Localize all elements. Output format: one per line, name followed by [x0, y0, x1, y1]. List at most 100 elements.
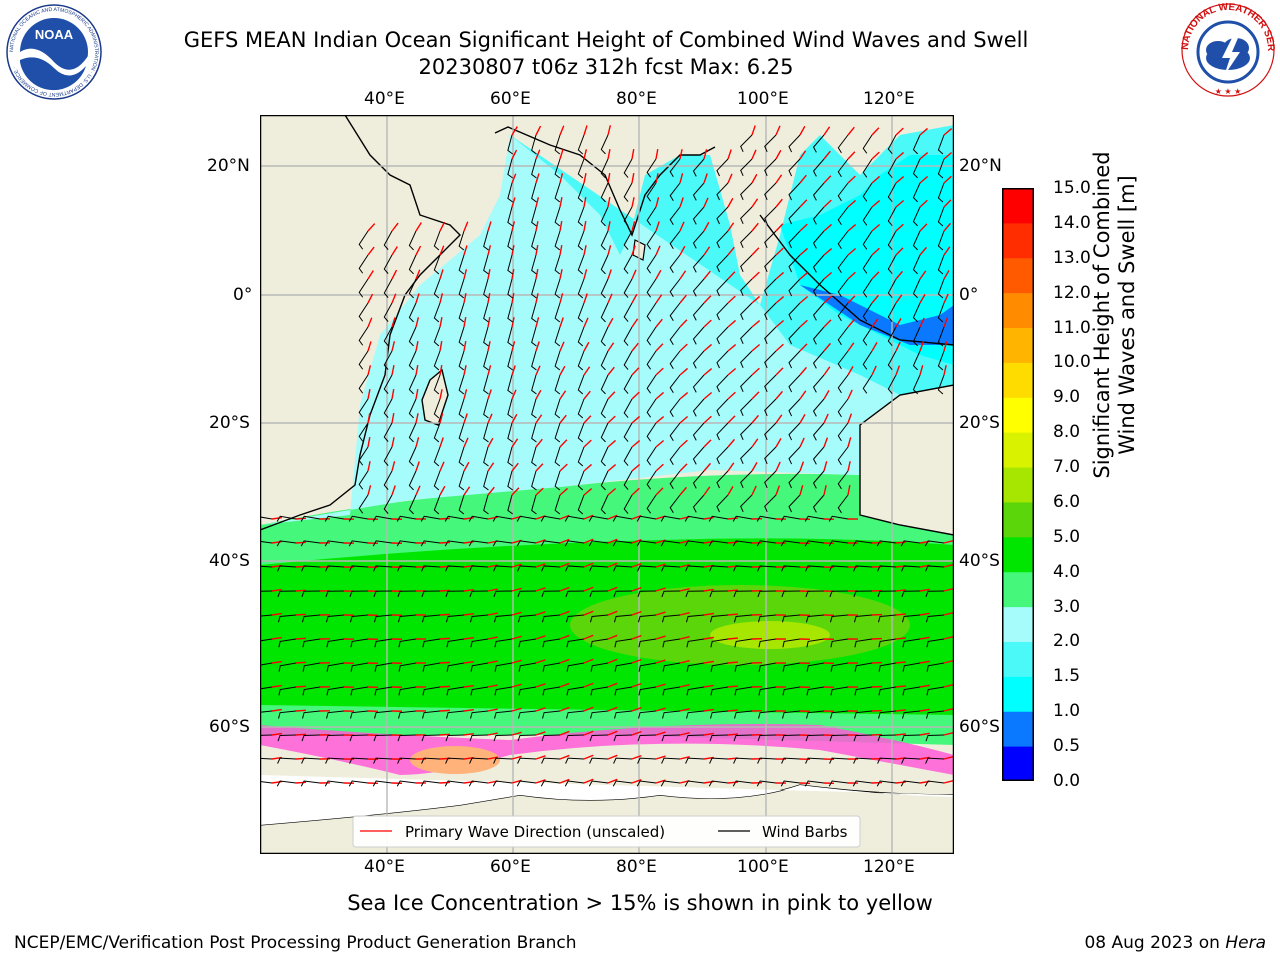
wind-barb [470, 662, 489, 672]
wind-barb [483, 422, 489, 443]
wave-arrow [511, 365, 516, 376]
wind-barb [623, 374, 633, 394]
wave-arrow [943, 731, 954, 736]
wave-arrow [391, 365, 395, 376]
wave-arrow [847, 175, 856, 184]
wind-barb [433, 230, 441, 251]
wave-arrow [607, 342, 615, 352]
wind-barb [613, 614, 633, 623]
wave-arrow [727, 222, 735, 232]
wind-barb [669, 158, 681, 178]
wave-arrow [943, 341, 948, 352]
wave-arrow [751, 391, 760, 400]
wave-arrow [847, 271, 856, 280]
wave-arrow [487, 486, 495, 496]
wind-barb [458, 398, 465, 419]
wind-barb [541, 614, 561, 623]
wave-arrow [607, 562, 618, 568]
footer-branch: NCEP/EMC/Verification Post Processing Pr… [14, 933, 577, 953]
wave-arrow [775, 174, 783, 184]
wave-arrow [535, 611, 546, 616]
wind-barb [373, 565, 393, 572]
wave-arrow [847, 295, 856, 304]
wind-barb [902, 662, 921, 672]
wind-barb [373, 734, 393, 742]
wave-arrow [655, 245, 661, 256]
wind-barb [788, 278, 801, 297]
wind-barb [912, 158, 921, 179]
wave-arrow [679, 343, 688, 352]
wave-arrow [823, 295, 832, 304]
wind-barb [358, 278, 369, 298]
wind-barb [531, 374, 537, 395]
wave-arrow [703, 415, 712, 424]
wave-arrow [271, 612, 283, 616]
wind-barb [788, 446, 801, 465]
wind-barb [445, 590, 465, 598]
wave-arrow [919, 270, 927, 280]
wave-arrow [463, 589, 475, 592]
wind-barb [433, 446, 441, 467]
wind-barb [788, 494, 801, 513]
wave-arrow [583, 125, 588, 136]
wind-barb [278, 686, 297, 696]
wind-barb [396, 780, 417, 787]
wave-arrow [487, 564, 498, 568]
wave-arrow [823, 461, 828, 472]
wind-barb [483, 446, 489, 467]
wave-arrow [511, 389, 517, 400]
wind-barb [458, 446, 465, 467]
wind-barb [788, 422, 801, 441]
wind-barb [374, 662, 393, 672]
colorbar-tick-label: 11.0 [1053, 317, 1091, 338]
wind-barb [483, 230, 489, 251]
wave-arrow [871, 318, 879, 328]
wind-barb [781, 734, 801, 742]
wave-arrow [583, 463, 593, 472]
wind-barb [764, 230, 777, 249]
wave-arrow [463, 389, 468, 400]
wave-arrow [895, 589, 907, 592]
wind-barb [877, 734, 897, 742]
wave-arrow [583, 317, 589, 328]
wave-arrow [511, 221, 516, 232]
wave-arrow [439, 661, 451, 664]
wind-barb [260, 734, 273, 736]
wind-barb [837, 422, 849, 442]
wind-barb [420, 540, 441, 547]
wind-barb [669, 374, 681, 394]
wave-arrow [823, 199, 832, 208]
wave-arrow [535, 539, 546, 544]
wave-arrow [535, 125, 542, 136]
wind-barb [837, 158, 849, 178]
wave-arrow [631, 754, 642, 760]
wind-barb [812, 374, 825, 393]
wave-arrow [727, 661, 739, 664]
wave-arrow [439, 613, 451, 616]
map-frame [260, 115, 954, 854]
wave-arrow [943, 293, 949, 304]
wind-barb [600, 182, 609, 203]
wave-arrow [631, 391, 640, 400]
wave-arrow [703, 295, 712, 304]
wind-barb [887, 374, 897, 394]
wave-arrow [535, 635, 546, 640]
wave-arrow [535, 438, 543, 448]
wind-barb [740, 350, 753, 369]
wind-barb [734, 686, 753, 696]
wind-barb [709, 590, 729, 598]
wind-barb [623, 230, 633, 250]
wind-barb [446, 662, 465, 672]
wind-barb [446, 686, 465, 696]
wind-barb [764, 182, 777, 201]
wind-barb [600, 254, 609, 275]
wave-arrow [655, 707, 666, 712]
wave-arrow [751, 125, 756, 136]
wind-barb [716, 470, 729, 489]
wind-barb [812, 182, 825, 201]
wind-barb [540, 780, 561, 787]
colorbar-cell [1002, 222, 1034, 259]
wind-barb [806, 686, 825, 696]
wave-arrow [679, 486, 687, 496]
wind-barb [661, 614, 681, 623]
